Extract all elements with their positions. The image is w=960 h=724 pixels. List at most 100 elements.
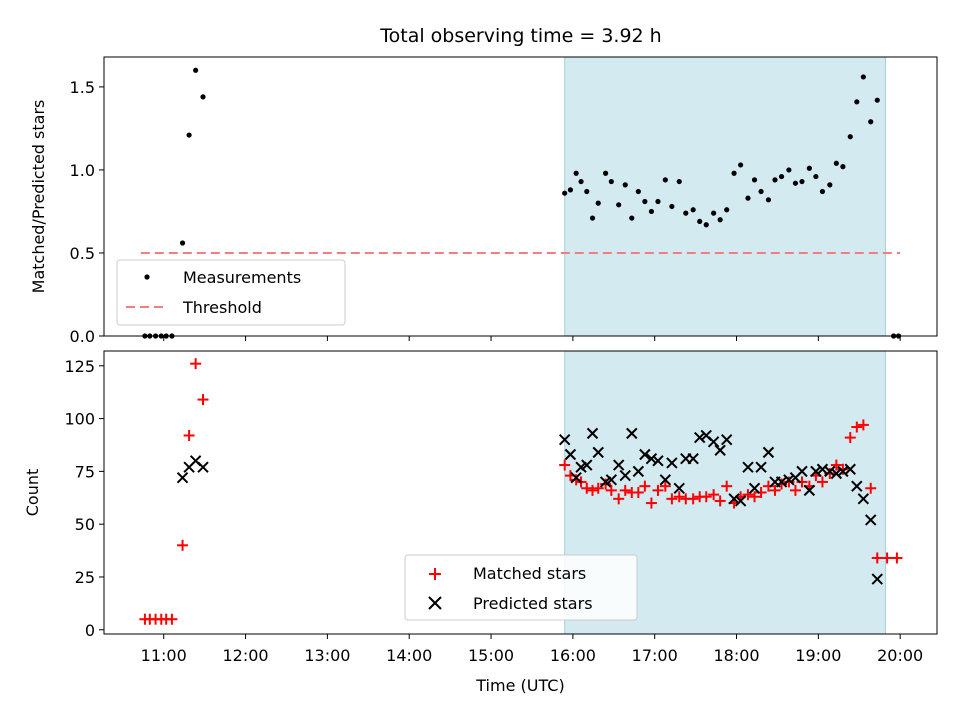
matched-star-point xyxy=(652,484,664,496)
matched-star-point xyxy=(789,484,801,496)
measurement-point xyxy=(186,132,192,138)
predicted-star-point xyxy=(728,493,740,505)
measurement-point xyxy=(676,178,682,185)
measurement-point xyxy=(584,188,590,195)
matched-star-point xyxy=(881,552,893,564)
predicted-star-point xyxy=(844,463,856,475)
matched-star-point xyxy=(559,459,571,471)
measurement-point xyxy=(697,218,703,225)
matched-star-point xyxy=(844,432,856,444)
predicted-star-point xyxy=(673,482,685,494)
predicted-star-point xyxy=(755,461,767,473)
measurement-point xyxy=(799,178,805,185)
x-axis-label: Time (UTC) xyxy=(475,676,564,695)
measurement-point xyxy=(738,162,744,168)
y-tick-label: 100 xyxy=(64,410,95,429)
legend-predicted-label: Predicted stars xyxy=(473,594,593,613)
measurement-point xyxy=(608,178,614,185)
measurement-point xyxy=(786,167,792,173)
measurement-point xyxy=(622,182,628,188)
x-tick-label: 14:00 xyxy=(386,646,432,665)
measurement-point xyxy=(648,208,655,215)
x-tick-label: 20:00 xyxy=(877,646,923,665)
matched-star-point xyxy=(742,489,754,501)
measurement-point xyxy=(179,240,186,246)
matched-star-point xyxy=(587,484,599,496)
measurement-point xyxy=(847,134,853,140)
matched-star-point xyxy=(645,497,657,509)
y-axis-label-bottom: Count xyxy=(23,469,42,517)
y-tick-label: 0.5 xyxy=(70,244,95,263)
measurement-point xyxy=(806,165,812,171)
predicted-star-point xyxy=(783,474,795,486)
measurement-point xyxy=(717,217,723,223)
matched-star-point xyxy=(708,489,720,501)
legend-top: Measurements Threshold xyxy=(116,259,346,326)
predicted-star-point xyxy=(693,431,706,444)
measurement-point xyxy=(758,188,764,195)
measurement-point xyxy=(827,182,833,188)
measurement-point xyxy=(868,119,874,125)
y-tick-label: 125 xyxy=(64,357,95,376)
measurement-point xyxy=(629,215,635,221)
measurement-point xyxy=(703,222,709,228)
matched-star-point xyxy=(687,493,699,505)
matched-star-point xyxy=(830,459,842,471)
measurement-point xyxy=(578,178,584,185)
legend-measurements-label: Measurements xyxy=(183,268,301,287)
predicted-star-point xyxy=(742,461,754,473)
matched-star-point xyxy=(857,419,869,431)
predicted-star-point xyxy=(632,465,645,478)
x-tick-label: 19:00 xyxy=(795,646,841,665)
matched-star-point xyxy=(183,429,195,441)
predicted-star-point xyxy=(592,446,604,459)
matched-star-point xyxy=(816,476,828,488)
matched-star-point xyxy=(619,484,631,496)
predicted-star-point xyxy=(639,448,651,461)
matched-star-point xyxy=(639,480,651,492)
measurement-point xyxy=(778,173,785,180)
measurement-point xyxy=(603,170,609,176)
y-tick-label: 0.0 xyxy=(70,327,95,346)
figure-title: Total observing time = 3.92 h xyxy=(379,25,661,47)
x-tick-label: 15:00 xyxy=(468,646,514,665)
predicted-star-point xyxy=(586,427,599,440)
measurement-point xyxy=(589,215,596,221)
predicted-star-point xyxy=(645,453,658,465)
legend-predicted-marker xyxy=(428,596,442,610)
y-tick-label: 25 xyxy=(75,568,95,587)
measurement-point xyxy=(860,74,866,80)
predicted-star-point xyxy=(626,427,638,440)
legend-matched-marker xyxy=(429,568,441,580)
measurement-point xyxy=(562,190,568,196)
matched-star-point xyxy=(592,482,604,494)
measurement-point xyxy=(690,207,696,213)
predicted-star-points xyxy=(176,427,883,585)
matched-star-point xyxy=(190,358,202,370)
predicted-star-point xyxy=(830,467,843,480)
x-tick-label: 17:00 xyxy=(632,646,678,665)
measurement-point xyxy=(854,99,860,105)
y-tick-label: 75 xyxy=(75,462,95,481)
predicted-star-point xyxy=(659,474,672,486)
plot-frame-top xyxy=(103,56,938,337)
legend-frame-top xyxy=(116,259,346,326)
predicted-star-point xyxy=(824,465,836,478)
predicted-star-point xyxy=(707,436,720,448)
measurement-point xyxy=(669,203,675,210)
plot-frame-bottom xyxy=(103,350,938,635)
matched-star-point xyxy=(851,421,863,433)
measurement-point xyxy=(792,180,799,186)
measurement-point xyxy=(193,67,199,73)
matched-star-point xyxy=(769,484,781,496)
measurement-point xyxy=(833,160,839,166)
measurement-point xyxy=(642,198,648,205)
measurement-point xyxy=(567,187,574,193)
matched-star-point xyxy=(871,552,883,564)
predicted-star-point xyxy=(581,459,593,471)
predicted-star-point xyxy=(871,573,883,585)
y-axis-label-top: Matched/Predicted stars xyxy=(29,100,48,294)
